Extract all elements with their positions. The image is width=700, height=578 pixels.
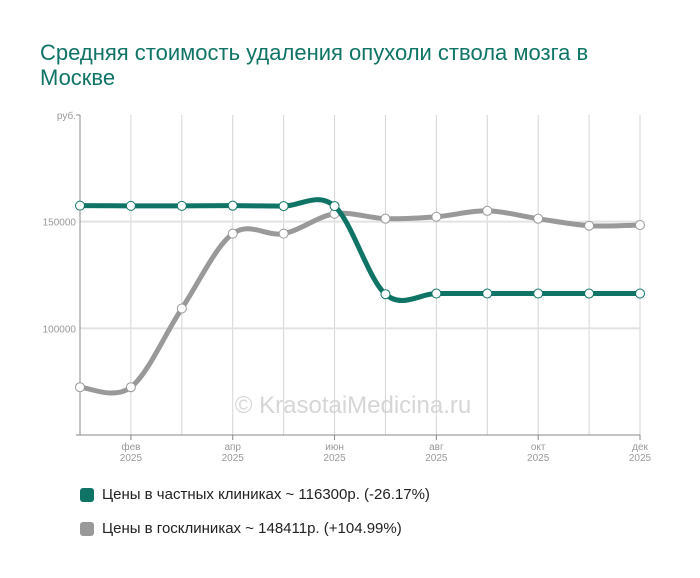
x-tick-year: 2025 <box>425 453 448 464</box>
data-point <box>533 213 544 224</box>
y-tick-label: 100000 <box>43 324 77 335</box>
data-point <box>75 382 85 393</box>
data-point <box>227 228 238 239</box>
series-line-1 <box>77 208 643 396</box>
x-tick-month: июн <box>325 442 344 453</box>
x-tick-month: фев <box>121 441 140 453</box>
data-point <box>431 288 442 299</box>
watermark: © KrasotaiMedicina.ru <box>235 392 471 419</box>
x-tick-year: 2025 <box>629 453 652 464</box>
data-point <box>125 200 136 211</box>
data-point <box>278 201 289 212</box>
data-point <box>482 205 493 216</box>
data-point <box>533 288 544 299</box>
data-point <box>329 201 340 212</box>
legend-label-public: Цены в госклиниках ~ 148411р. (+104.99%) <box>102 520 402 537</box>
data-point <box>176 303 187 314</box>
y-tick-label: 150000 <box>43 218 77 229</box>
legend-item-private[interactable]: Цены в частных клиниках ~ 116300р. (-26.… <box>80 486 430 503</box>
chart-title: Средняя стоимость удаления опухоли ствол… <box>40 40 589 90</box>
data-point <box>380 289 391 300</box>
data-point <box>278 228 289 239</box>
data-point <box>584 220 595 231</box>
data-point <box>482 288 493 299</box>
legend-item-public[interactable]: Цены в госклиниках ~ 148411р. (+104.99%) <box>80 520 402 537</box>
data-point <box>635 220 645 231</box>
x-tick-year: 2025 <box>120 453 143 464</box>
x-tick-month: дек <box>632 442 648 453</box>
x-tick-month: апр <box>224 442 241 453</box>
data-point <box>125 382 136 393</box>
legend-swatch-public <box>80 521 94 536</box>
x-tick-month: авг <box>429 442 444 453</box>
x-tick-year: 2025 <box>222 453 245 464</box>
x-tick-month: окт <box>531 442 546 453</box>
data-point <box>75 200 85 211</box>
legend-label-private: Цены в частных клиниках ~ 116300р. (-26.… <box>102 486 430 503</box>
legend-swatch-private <box>80 487 94 502</box>
data-point <box>584 288 595 299</box>
data-point <box>176 200 187 211</box>
x-tick-year: 2025 <box>527 453 550 464</box>
x-tick-year: 2025 <box>323 453 346 464</box>
data-point <box>635 288 645 299</box>
data-point <box>431 211 442 222</box>
data-point <box>227 200 238 211</box>
data-point <box>380 213 391 224</box>
y-axis-unit: руб. <box>57 110 76 122</box>
